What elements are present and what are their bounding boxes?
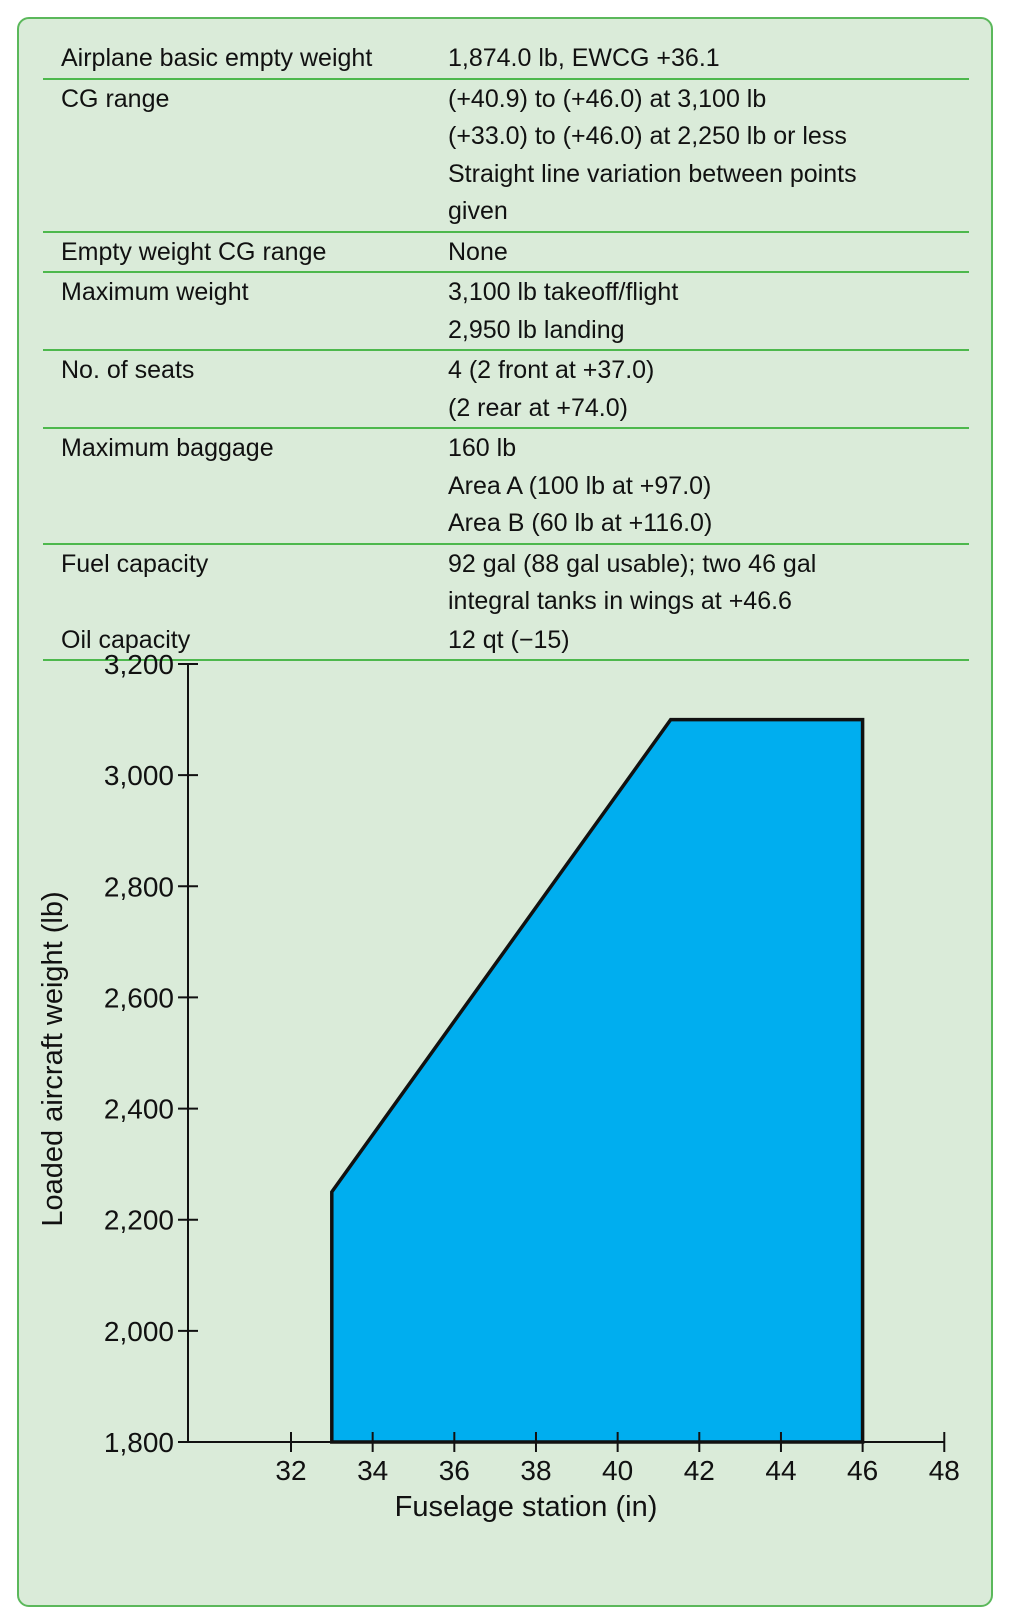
spec-value-line: Straight line variation between points <box>448 159 857 188</box>
y-tick-label: 2,400 <box>104 1094 174 1125</box>
y-tick-label: 3,200 <box>104 649 174 680</box>
y-tick-label: 1,800 <box>104 1427 174 1458</box>
spec-label: Empty weight CG range <box>61 237 327 266</box>
spec-value-line: 1,874.0 lb, EWCG +36.1 <box>448 44 720 72</box>
cg-envelope-area <box>330 717 865 1444</box>
spec-value-line: (+40.9) to (+46.0) at 3,100 lb <box>448 84 767 113</box>
spec-row: Fuel capacity 92 gal (88 gal usable); two… <box>43 545 969 621</box>
specifications-table: Airplane basic empty weight 1,874.0 lb, E… <box>43 39 969 661</box>
x-axis-title: Fuselage station (in) <box>395 1491 658 1523</box>
cg-envelope-chart: 1,800 2,000 2,200 2,400 2,600 2,800 3,000 3,200… <box>19 19 991 1605</box>
spec-value-line: (+33.0) to (+46.0) at 2,250 lb or less <box>448 122 847 150</box>
spec-row: Airplane basic empty weight 1,874.0 lb, E… <box>43 39 969 80</box>
y-tick-label: 3,000 <box>104 760 174 791</box>
spec-label: Fuel capacity <box>61 549 209 578</box>
x-tick-label: 36 <box>439 1455 470 1486</box>
x-tick-label: 38 <box>520 1455 551 1486</box>
cg-envelope-svg: 1,800 2,000 2,200 2,400 2,600 2,800 3,000 3,200… <box>37 649 960 1523</box>
spec-value-line: 92 gal (88 gal usable); two 46 gal <box>448 549 817 578</box>
spec-label: Oil capacity <box>61 625 191 654</box>
spec-value-line: given <box>448 197 508 225</box>
spec-label: No. of seats <box>61 356 195 384</box>
spec-value-line: Area A (100 lb at +97.0) <box>448 471 712 500</box>
spec-value-line: 160 lb <box>448 434 517 462</box>
spec-values: (+40.9) to (+46.0) at 3,100 lb (+33.0) to… <box>448 81 969 231</box>
spec-value-line: 3,100 lb takeoff/flight <box>448 278 679 306</box>
y-tick-label: 2,600 <box>104 982 174 1013</box>
info-panel: Airplane basic empty weight 1,874.0 lb, E… <box>17 17 993 1607</box>
spec-value-line: None <box>448 237 508 266</box>
spec-values: 92 gal (88 gal usable); two 46 gal integr… <box>448 546 969 621</box>
spec-row: Maximum weight 3,100 lb takeoff/flight 2,9… <box>43 273 969 351</box>
spec-label: CG range <box>61 84 170 113</box>
x-tick-label: 48 <box>929 1455 960 1486</box>
spec-row: Maximum baggage 160 lb Area A (100 lb at +… <box>43 429 969 545</box>
spec-values: 1,874.0 lb, EWCG +36.1 <box>448 40 969 78</box>
spec-label: Maximum baggage <box>61 434 274 462</box>
y-tick-label: 2,800 <box>104 871 174 902</box>
spec-row: Empty weight CG range None <box>43 233 969 273</box>
spec-value-line: 2,950 lb landing <box>448 315 625 344</box>
spec-value-line: 12 qt (−15) <box>448 625 570 654</box>
spec-values: 3,100 lb takeoff/flight 2,950 lb landing <box>448 274 969 349</box>
spec-value-line: Area B (60 lb at +116.0) <box>448 509 713 537</box>
y-tick-label: 2,200 <box>104 1205 174 1236</box>
y-tick-label: 2,000 <box>104 1316 174 1347</box>
x-tick-label: 34 <box>357 1455 388 1486</box>
x-tick-label: 46 <box>847 1455 878 1486</box>
spec-value-line: (2 rear at +74.0) <box>448 393 628 422</box>
spec-row: CG range (+40.9) to (+46.0) at 3,100 lb (+… <box>43 80 969 233</box>
spec-label: Airplane basic empty weight <box>61 44 373 72</box>
spec-row: No. of seats 4 (2 front at +37.0) (2 rear … <box>43 351 969 429</box>
y-axis-title: Loaded aircraft weight (lb) <box>37 891 69 1226</box>
x-tick-label: 42 <box>684 1455 715 1486</box>
x-tick-label: 32 <box>275 1455 306 1486</box>
spec-value-line: integral tanks in wings at +46.6 <box>448 587 792 615</box>
spec-values: None <box>448 234 969 272</box>
spec-row: Oil capacity 12 qt (−15) <box>43 621 969 661</box>
spec-values: 4 (2 front at +37.0) (2 rear at +74.0) <box>448 352 969 427</box>
spec-values: 160 lb Area A (100 lb at +97.0) Area B (60… <box>448 430 969 543</box>
spec-value-line: 4 (2 front at +37.0) <box>448 356 655 384</box>
x-tick-label: 44 <box>765 1455 796 1486</box>
spec-values: 12 qt (−15) <box>448 622 969 660</box>
x-tick-label: 40 <box>602 1455 633 1486</box>
spec-label: Maximum weight <box>61 278 249 306</box>
